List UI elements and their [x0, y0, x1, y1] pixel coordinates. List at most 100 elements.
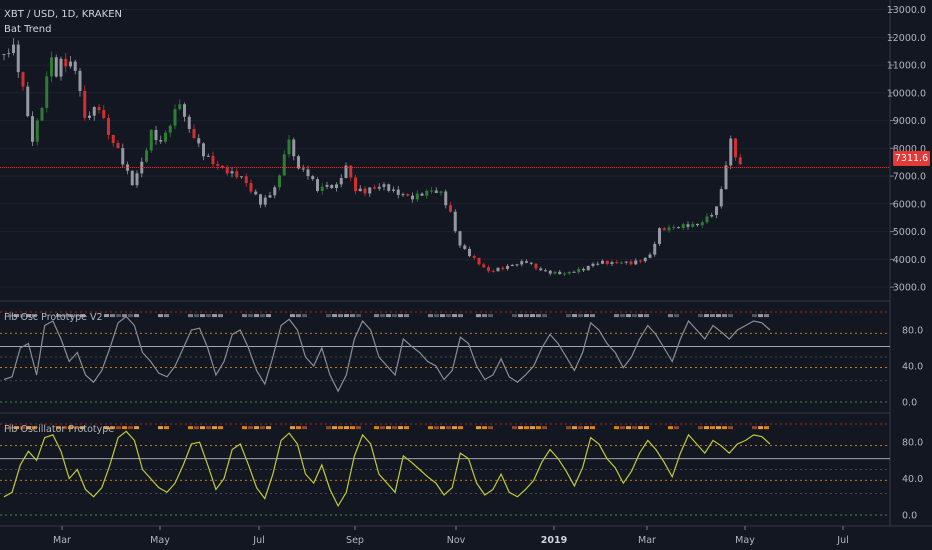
price-axis-ticks[interactable]: 3000.0 4000.0 5000.0 6000.0 7000.0 8000.0 9000… [887, 5, 926, 294]
p2-signal-dot [380, 426, 385, 430]
candle-body [525, 261, 528, 263]
candle-body [263, 197, 267, 205]
p1-signal-dot [104, 314, 109, 318]
candle-body [558, 271, 562, 275]
candle-body [396, 189, 400, 195]
candle-body [235, 171, 239, 178]
candle-body [553, 271, 557, 274]
candle-body [183, 104, 186, 117]
p2-signal-dot [716, 426, 721, 430]
candle-body [738, 157, 742, 165]
osc2-axis-ticks[interactable]: 0.0 40.0 80.0 [902, 438, 923, 522]
osc1-axis-ticks[interactable]: 0.0 40.0 80.0 [902, 326, 923, 409]
p1-signal-dot [254, 314, 259, 318]
candle-body [35, 120, 39, 142]
symbol-title[interactable]: XBT / USD, 1D, KRAKEN [4, 9, 122, 20]
candle-body [415, 193, 419, 200]
p2-signal-dot [512, 426, 517, 430]
candle-body [254, 191, 258, 195]
candle-body [686, 224, 690, 227]
p2-signal-dot [194, 426, 199, 430]
candle-body [192, 128, 196, 139]
candle-body [202, 143, 205, 157]
candle-body [316, 179, 319, 191]
candle-body [354, 177, 357, 192]
candle-body [111, 134, 115, 144]
osc2-levels [0, 423, 890, 516]
candle-body [667, 227, 671, 231]
p1-signal-dot [674, 314, 679, 318]
candle-body [240, 176, 243, 178]
p1-signal-dot [752, 314, 757, 318]
candle-body [591, 263, 595, 266]
candle-body [510, 264, 514, 267]
candle-body [472, 256, 476, 258]
candle-body [78, 70, 82, 91]
p2-signal-dot [302, 426, 307, 430]
p2-signal-dot [134, 426, 139, 430]
p2-signal-dot [440, 426, 445, 430]
p2-signal-dot [212, 426, 217, 430]
osc1-title[interactable]: Fib Osc Prototype V2 [4, 312, 103, 323]
p2-tick-label: 40.0 [902, 474, 923, 485]
p1-signal-dot [542, 314, 547, 318]
candle-body [164, 132, 167, 142]
p1-signal-dot [476, 314, 481, 318]
candle-body [382, 184, 386, 187]
candle-body [116, 143, 120, 149]
indicator-title[interactable]: Bat Trend [4, 24, 52, 35]
p2-signal-dot [104, 426, 109, 430]
candle-body [425, 190, 429, 196]
p2-signal-dot [80, 426, 85, 430]
candle-body [672, 227, 676, 229]
candle-body [496, 267, 500, 272]
price-tick-label: 7000.0 [893, 172, 926, 183]
p2-signal-dot [26, 426, 31, 430]
p1-signal-dot [518, 314, 523, 318]
candle-body [225, 167, 229, 174]
p1-signal-dot [764, 314, 769, 318]
candle-body [349, 165, 353, 178]
p2-signal-dot [722, 426, 727, 430]
candle-body [16, 44, 20, 73]
p2-signal-dot [110, 426, 115, 430]
candle-body [249, 183, 253, 192]
p2-signal-dot [128, 426, 133, 430]
p2-signal-dot [728, 426, 733, 430]
p1-signal-dot [380, 314, 385, 318]
candle-body [107, 118, 110, 135]
p1-signal-dot [524, 314, 529, 318]
time-axis-ticks[interactable]: Mar May Jul Sep Nov 2019 Mar May Jul [53, 526, 849, 546]
p2-signal-dot [20, 426, 25, 430]
osc2-title[interactable]: Fib Oscillator Prototype [4, 424, 115, 435]
osc1-levels [0, 311, 890, 403]
candle-body [140, 161, 144, 174]
p1-signal-dot [458, 314, 463, 318]
p2-signal-dot [200, 426, 205, 430]
p1-signal-dot [14, 314, 19, 318]
p2-signal-dot [242, 426, 247, 430]
p1-signal-dot [728, 314, 733, 318]
candle-body [629, 261, 633, 265]
osc2-line [3, 430, 771, 508]
p1-signal-dot [452, 314, 457, 318]
p1-signal-dot [158, 314, 163, 318]
p2-signal-dot [764, 426, 769, 430]
p2-signal-dot [536, 426, 541, 430]
p2-signal-dot [248, 426, 253, 430]
p2-signal-dot [338, 426, 343, 430]
candle-body [515, 264, 519, 266]
p1-signal-dot [194, 314, 199, 318]
p2-signal-dot [116, 426, 121, 430]
p1-signal-dot [710, 314, 715, 318]
main-pane-grid [0, 9, 890, 288]
p1-signal-dot [632, 314, 637, 318]
p2-signal-dot [590, 426, 595, 430]
candle-body [45, 76, 49, 108]
candle-body [154, 129, 158, 141]
candle-body [325, 184, 329, 187]
p1-signal-dot [122, 314, 127, 318]
p2-signal-dot [158, 426, 163, 430]
candle-body [259, 194, 262, 205]
